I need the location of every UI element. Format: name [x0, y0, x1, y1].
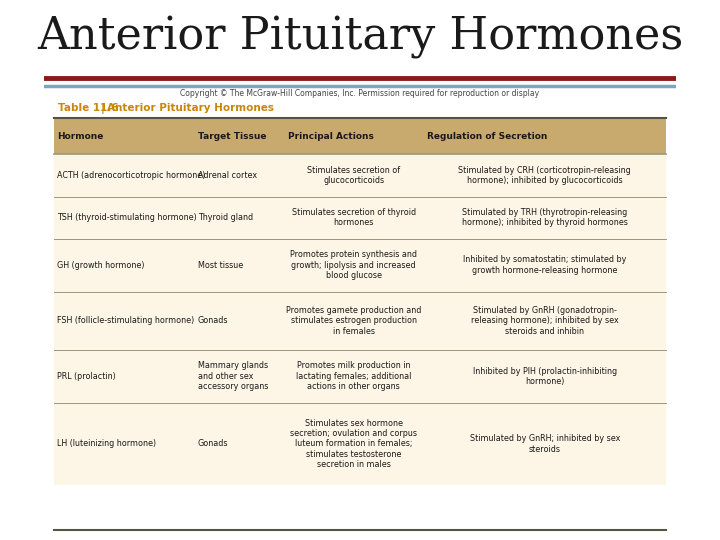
- Text: Anterior Pituitary Hormones: Anterior Pituitary Hormones: [37, 16, 683, 59]
- Text: Stimulated by GnRH (gonadotropin-
releasing hormone); inhibited by sex
steroids : Stimulated by GnRH (gonadotropin- releas…: [471, 306, 618, 336]
- Text: Stimulates secretion of thyroid
hormones: Stimulates secretion of thyroid hormones: [292, 208, 415, 227]
- Text: |: |: [101, 103, 105, 113]
- Text: Stimulates sex hormone
secretion; ovulation and corpus
luteum formation in femal: Stimulates sex hormone secretion; ovulat…: [290, 418, 417, 469]
- Text: Promotes protein synthesis and
growth; lipolysis and increased
blood glucose: Promotes protein synthesis and growth; l…: [290, 250, 417, 280]
- Text: Stimulated by GnRH; inhibited by sex
steroids: Stimulated by GnRH; inhibited by sex ste…: [469, 434, 620, 454]
- Text: Stimulated by CRH (corticotropin-releasing
hormone); inhibited by glucocorticoid: Stimulated by CRH (corticotropin-releasi…: [459, 166, 631, 185]
- Text: Stimulated by TRH (thyrotropin-releasing
hormone); inhibited by thyroid hormones: Stimulated by TRH (thyrotropin-releasing…: [462, 208, 628, 227]
- Text: FSH (follicle-stimulating hormone): FSH (follicle-stimulating hormone): [58, 316, 194, 325]
- Text: Copyright © The McGraw-Hill Companies, Inc. Permission required for reproduction: Copyright © The McGraw-Hill Companies, I…: [181, 90, 539, 98]
- Text: Mammary glands
and other sex
accessory organs: Mammary glands and other sex accessory o…: [198, 361, 268, 392]
- Text: GH (growth hormone): GH (growth hormone): [58, 261, 145, 269]
- Text: Most tissue: Most tissue: [198, 261, 243, 269]
- Text: Target Tissue: Target Tissue: [198, 132, 266, 140]
- Text: Stimulates secretion of
glucocorticoids: Stimulates secretion of glucocorticoids: [307, 166, 400, 185]
- Bar: [53, 118, 667, 154]
- Bar: [53, 154, 667, 197]
- Text: Regulation of Secretion: Regulation of Secretion: [427, 132, 547, 140]
- Text: Promotes milk production in
lactating females; additional
actions in other organ: Promotes milk production in lactating fe…: [296, 361, 411, 392]
- Text: Gonads: Gonads: [198, 316, 228, 325]
- Text: Anterior Pituitary Hormones: Anterior Pituitary Hormones: [107, 103, 274, 113]
- Text: PRL (prolactin): PRL (prolactin): [58, 372, 116, 381]
- Bar: [53, 350, 667, 403]
- Text: Thyroid gland: Thyroid gland: [198, 213, 253, 222]
- Text: Inhibited by PIH (prolactin-inhibiting
hormone): Inhibited by PIH (prolactin-inhibiting h…: [473, 367, 617, 386]
- Bar: [53, 197, 667, 239]
- Text: Gonads: Gonads: [198, 440, 228, 448]
- Text: LH (luteinizing hormone): LH (luteinizing hormone): [58, 440, 156, 448]
- Bar: [53, 403, 667, 485]
- Text: ACTH (adrenocorticotropic hormone): ACTH (adrenocorticotropic hormone): [58, 171, 206, 180]
- Bar: [53, 239, 667, 292]
- Bar: [53, 292, 667, 350]
- Text: Inhibited by somatostatin; stimulated by
growth hormone-releasing hormone: Inhibited by somatostatin; stimulated by…: [463, 255, 626, 275]
- Text: Promotes gamete production and
stimulates estrogen production
in females: Promotes gamete production and stimulate…: [286, 306, 421, 336]
- Text: Hormone: Hormone: [58, 132, 104, 140]
- Text: Table 11.6: Table 11.6: [58, 103, 119, 113]
- Text: Principal Actions: Principal Actions: [288, 132, 374, 140]
- Text: Adrenal cortex: Adrenal cortex: [198, 171, 257, 180]
- Text: TSH (thyroid-stimulating hormone): TSH (thyroid-stimulating hormone): [58, 213, 197, 222]
